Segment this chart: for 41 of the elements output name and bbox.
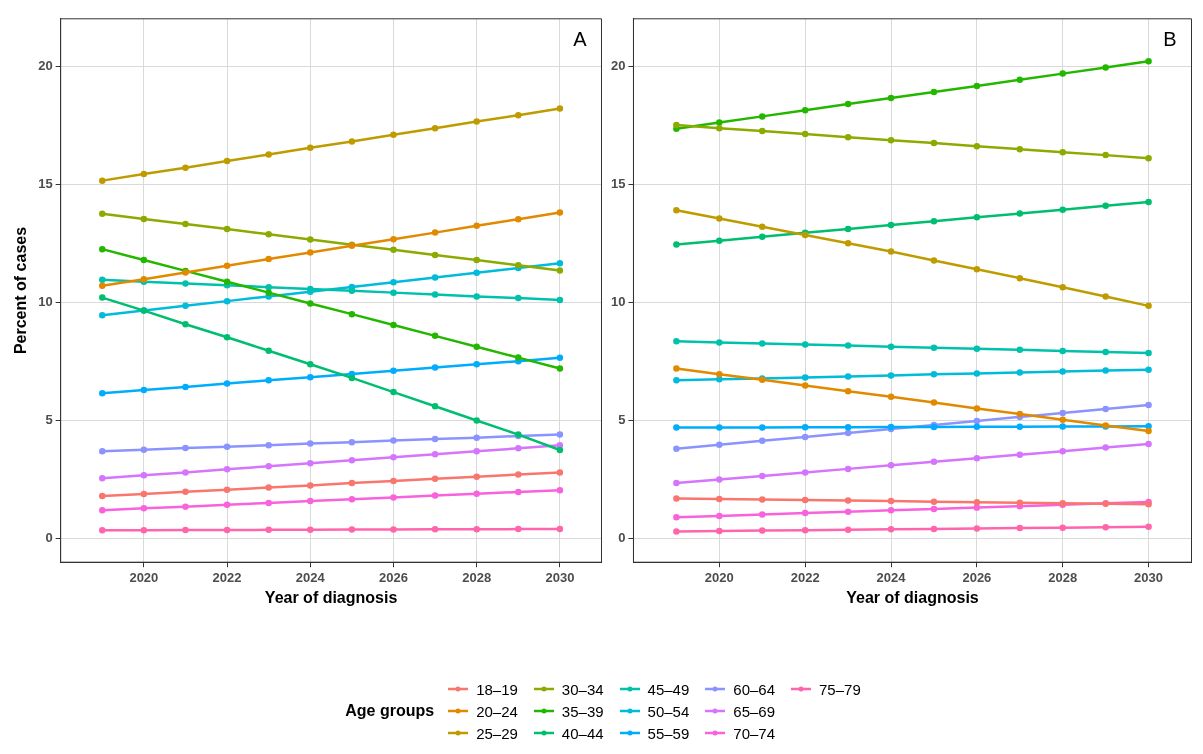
y-tick-label: 20	[38, 57, 53, 73]
x-tick-label: 2028	[462, 569, 492, 585]
x-tick-label: 2022	[790, 569, 820, 585]
legend-label: 65–69	[733, 702, 776, 720]
x-axis-title: Year of diagnosis	[846, 588, 979, 606]
y-tick-label: 15	[610, 175, 626, 191]
legend-label: 50–54	[647, 702, 690, 720]
y-tick-label: 10	[38, 293, 53, 309]
annotation: A	[573, 28, 588, 51]
legend-label: 30–34	[561, 680, 604, 698]
y-tick-label: 5	[618, 412, 626, 428]
y-tick-label: 10	[610, 293, 626, 309]
legend-label: 40–44	[561, 724, 604, 742]
y-tick-label: 0	[45, 530, 53, 546]
x-tick-label: 2020	[129, 569, 159, 585]
x-tick-label: 2024	[295, 569, 326, 585]
x-axis-title: Year of diagnosis	[264, 588, 398, 606]
y-tick-label: 0	[618, 530, 626, 546]
legend-title: Age groups	[345, 702, 435, 720]
legend-label: 18–19	[476, 680, 518, 698]
legend-label: 25–29	[476, 724, 518, 742]
legend-label: 75–79	[819, 680, 861, 698]
y-tick-label: 20	[610, 57, 626, 73]
x-tick-label: 2030	[545, 569, 575, 585]
y-tick-label: 5	[45, 412, 53, 428]
legend-label: 20–24	[476, 702, 518, 720]
legend-label: 35–39	[561, 702, 604, 720]
x-tick-label: 2024	[876, 569, 907, 585]
x-tick-label: 2030	[1134, 569, 1164, 585]
annotation: B	[1163, 28, 1177, 51]
legend-label: 45–49	[647, 680, 690, 698]
x-tick-label: 2028	[1048, 569, 1078, 585]
x-tick-label: 2020	[704, 569, 734, 585]
x-tick-label: 2022	[212, 569, 242, 585]
legend-label: 70–74	[733, 724, 776, 742]
y-tick-label: 15	[38, 175, 53, 191]
x-tick-label: 2026	[379, 569, 408, 585]
legend-label: 55–59	[647, 724, 690, 742]
legend-label: 60–64	[733, 680, 776, 698]
y-axis-title: Percent of cases	[12, 226, 30, 355]
x-tick-label: 2026	[962, 569, 992, 585]
